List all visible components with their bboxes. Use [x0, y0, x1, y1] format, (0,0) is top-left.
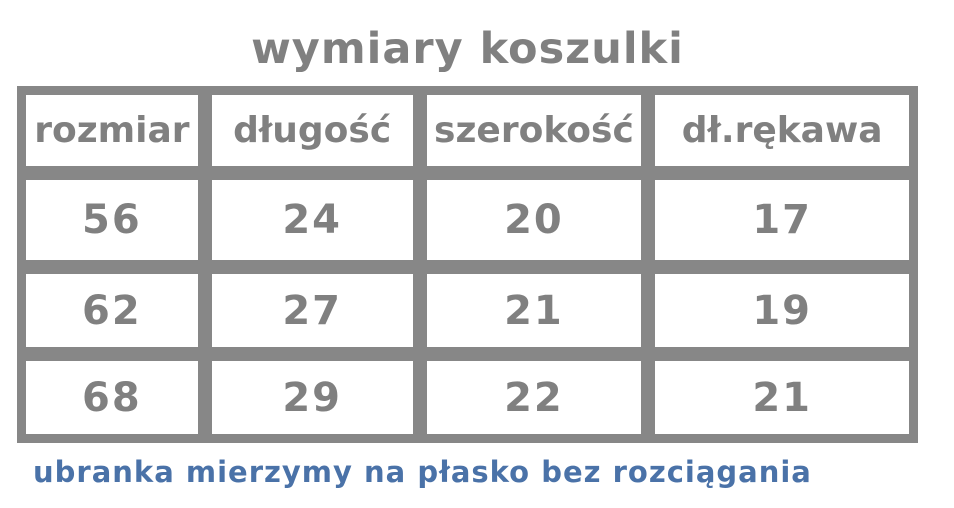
column-header: dł.rękawa [655, 95, 909, 166]
table-cell: 27 [211, 274, 413, 348]
table-cell: 68 [26, 361, 198, 434]
table-cell: 56 [26, 179, 198, 261]
table-cell: 20 [426, 179, 642, 261]
column-header: rozmiar [26, 95, 198, 166]
measurement-note: ubranka mierzymy na płasko bez rozciągan… [33, 455, 812, 489]
table-cell: 62 [26, 274, 198, 348]
table-cell: 21 [655, 361, 909, 434]
table-cell: 17 [655, 179, 909, 261]
page-title: wymiary koszulki [251, 24, 684, 74]
size-table: rozmiar długość szerokość dł.rękawa 56 24 20 17… [17, 86, 918, 443]
table-cell: 21 [426, 274, 642, 348]
table-cell: 24 [211, 179, 413, 261]
column-header: szerokość [426, 95, 642, 166]
table-cell: 22 [426, 361, 642, 434]
column-header: długość [211, 95, 413, 166]
table-cell: 19 [655, 274, 909, 348]
table-cell: 29 [211, 361, 413, 434]
